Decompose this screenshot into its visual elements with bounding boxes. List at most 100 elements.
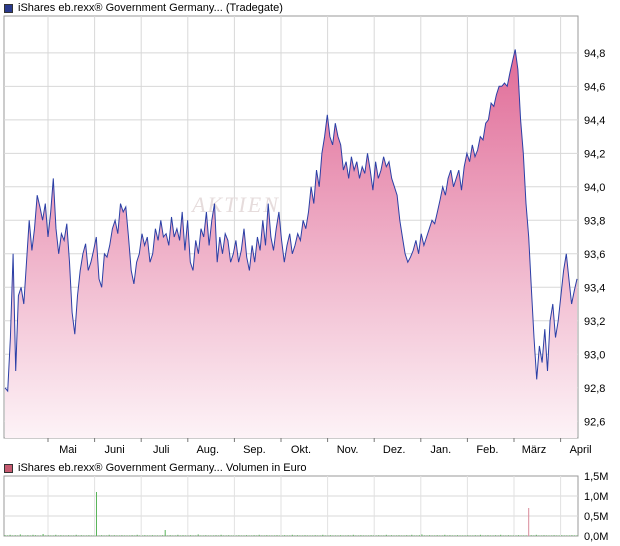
volume-bar	[42, 534, 44, 536]
volume-bar	[307, 535, 308, 536]
volume-bar	[352, 534, 354, 536]
volume-bar	[78, 535, 80, 536]
volume-bar	[281, 535, 283, 536]
volume-bar	[24, 535, 26, 536]
price-line	[4, 49, 578, 393]
volume-bar	[322, 534, 324, 536]
volume-bar	[309, 535, 311, 536]
volume-bar	[515, 535, 517, 536]
volume-bar	[485, 535, 486, 536]
price-x-tick-label: Sep.	[243, 444, 266, 456]
volume-bar	[70, 535, 72, 536]
volume-bar	[411, 534, 413, 536]
volume-bar	[124, 535, 125, 536]
volume-bar	[441, 535, 443, 536]
volume-bar	[263, 535, 265, 536]
volume-bar	[47, 535, 49, 536]
volume-bar	[401, 535, 403, 536]
volume-bar	[174, 535, 176, 536]
volume-bar	[202, 535, 204, 536]
volume-bar	[317, 535, 319, 536]
volume-bar	[408, 535, 410, 536]
volume-bar	[261, 535, 263, 536]
volume-y-tick-label: 1,5M	[584, 471, 608, 483]
volume-bar	[538, 535, 540, 536]
price-y-tick-label: 94,4	[584, 115, 605, 127]
volume-bar	[329, 535, 331, 536]
volume-bar	[149, 535, 151, 536]
volume-bar	[57, 535, 59, 536]
volume-bar	[556, 535, 558, 536]
volume-bar	[418, 535, 420, 536]
volume-bar	[179, 535, 181, 536]
volume-bar	[347, 535, 349, 536]
volume-bar	[177, 534, 179, 536]
volume-bar	[68, 535, 70, 536]
volume-bar	[243, 535, 245, 536]
volume-bar	[126, 535, 128, 536]
price-y-tick-label: 92,6	[584, 416, 605, 428]
volume-bar	[368, 535, 369, 536]
volume-bar	[258, 534, 260, 536]
volume-bar	[190, 535, 192, 536]
volume-bar	[197, 534, 199, 536]
volume-bar	[380, 535, 382, 536]
volume-bar	[256, 535, 258, 536]
volume-bar	[205, 535, 207, 536]
volume-bar	[233, 535, 235, 536]
volume-bar	[248, 535, 250, 536]
volume-bar	[200, 535, 202, 536]
price-y-tick-label: 94,6	[584, 81, 605, 93]
volume-bar	[574, 535, 575, 536]
volume-bar	[75, 534, 77, 536]
volume-bar	[271, 535, 273, 536]
volume-bar	[525, 535, 527, 536]
volume-bar	[421, 534, 423, 536]
volume-bar	[520, 535, 522, 536]
volume-bar	[495, 535, 497, 536]
volume-bar	[88, 535, 90, 536]
volume-bar	[528, 508, 530, 536]
volume-bar	[96, 492, 97, 536]
volume-bar	[101, 535, 103, 536]
volume-bar	[566, 535, 568, 536]
volume-bar	[210, 535, 212, 536]
volume-bar	[487, 535, 489, 536]
volume-bar	[518, 535, 519, 536]
price-panel: AKTIEN 94,894,694,494,294,093,893,693,49…	[3, 15, 605, 456]
volume-bar	[121, 535, 123, 536]
volume-bar	[327, 535, 329, 536]
volume-bar	[223, 535, 225, 536]
volume-bar	[45, 535, 47, 536]
volume-bar	[451, 535, 453, 536]
volume-legend-swatch	[4, 463, 13, 473]
price-y-tick-label: 94,2	[584, 148, 605, 160]
volume-bar	[118, 535, 120, 536]
volume-bar	[312, 535, 314, 536]
volume-bar	[357, 535, 359, 536]
volume-bar	[60, 535, 62, 536]
volume-bar	[162, 535, 164, 536]
volume-y-tick-label: 1,0M	[584, 491, 608, 503]
volume-bar	[291, 534, 293, 536]
volume-bar	[164, 530, 166, 536]
volume-bar	[319, 535, 321, 536]
volume-bar	[477, 535, 479, 536]
price-y-tick-label: 93,2	[584, 316, 605, 328]
price-x-tick-label: April	[570, 444, 592, 456]
volume-bar	[7, 535, 8, 536]
volume-bar	[220, 534, 222, 536]
volume-bar	[139, 535, 141, 536]
volume-bar	[157, 535, 158, 536]
volume-bar	[141, 535, 143, 536]
volume-bar	[35, 535, 36, 536]
volume-bar	[332, 535, 334, 536]
volume-bar	[523, 535, 525, 536]
volume-bar	[276, 535, 278, 536]
price-x-tick-label: Mai	[59, 444, 77, 456]
volume-bar	[507, 535, 509, 536]
volume-bar	[129, 535, 131, 536]
volume-bar	[482, 535, 484, 536]
volume-bar	[32, 534, 34, 536]
